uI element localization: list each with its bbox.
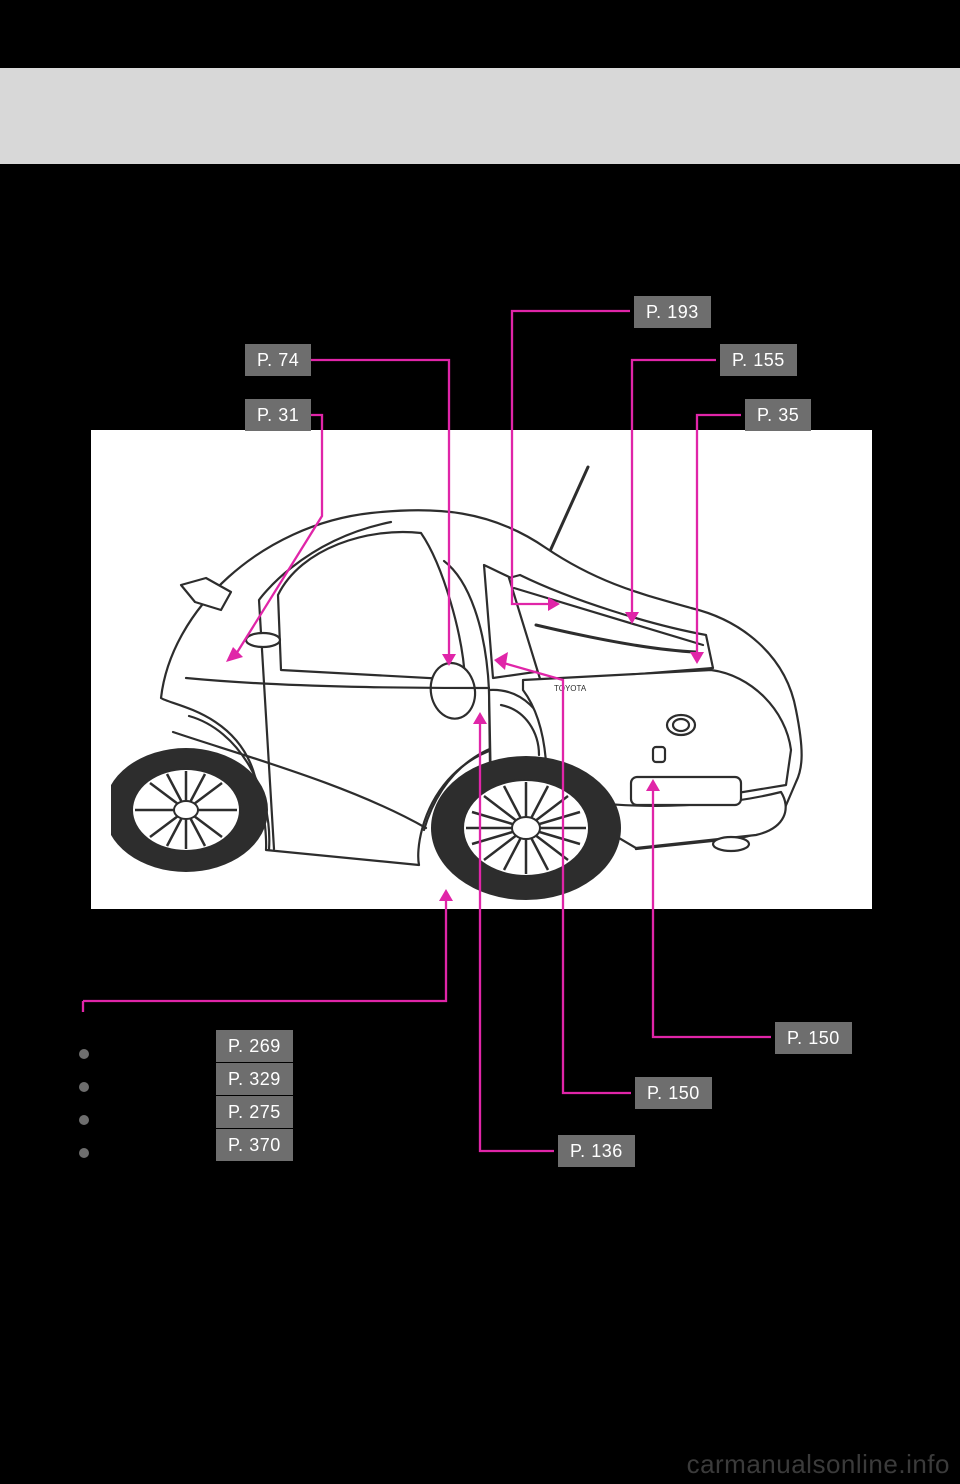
- tires-ref-1-label: P. 329: [228, 1069, 281, 1089]
- callout-license-light: P. 150: [775, 1022, 852, 1054]
- callout-back-door-label: P. 35: [757, 405, 799, 425]
- callout-doors: P. 31: [245, 399, 311, 431]
- bullet-icon: [79, 1049, 89, 1059]
- tires-ref-2: P. 275: [216, 1096, 293, 1128]
- svg-text:TOYOTA: TOYOTA: [554, 684, 587, 693]
- tires-ref-0-label: P. 269: [228, 1036, 281, 1056]
- callout-rear-turn-label: P. 150: [647, 1083, 700, 1103]
- callout-rear-wiper: P. 155: [720, 344, 797, 376]
- bullet-icon: [79, 1115, 89, 1125]
- callout-rear-fog: P. 136: [558, 1135, 635, 1167]
- callout-fuel-lid-label: P. 74: [257, 350, 299, 370]
- callout-defogger-label: P. 193: [646, 302, 699, 322]
- tires-ref-3-label: P. 370: [228, 1135, 281, 1155]
- bullet-icon: [79, 1082, 89, 1092]
- watermark: carmanualsonline.info: [687, 1449, 950, 1480]
- callout-rear-turn: P. 150: [635, 1077, 712, 1109]
- header-band: [0, 68, 960, 164]
- tires-ref-2-label: P. 275: [228, 1102, 281, 1122]
- callout-license-light-label: P. 150: [787, 1028, 840, 1048]
- tires-ref-1: P. 329: [216, 1063, 293, 1095]
- tires-ref-3: P. 370: [216, 1129, 293, 1161]
- callout-rear-wiper-label: P. 155: [732, 350, 785, 370]
- bullet-icon: [79, 1148, 89, 1158]
- callout-defogger: P. 193: [634, 296, 711, 328]
- callout-back-door: P. 35: [745, 399, 811, 431]
- tires-ref-0: P. 269: [216, 1030, 293, 1062]
- callout-fuel-lid: P. 74: [245, 344, 311, 376]
- callout-doors-label: P. 31: [257, 405, 299, 425]
- car-drawing: TOYOTA: [91, 430, 872, 909]
- car-illustration: TOYOTA: [91, 430, 872, 909]
- callout-rear-fog-label: P. 136: [570, 1141, 623, 1161]
